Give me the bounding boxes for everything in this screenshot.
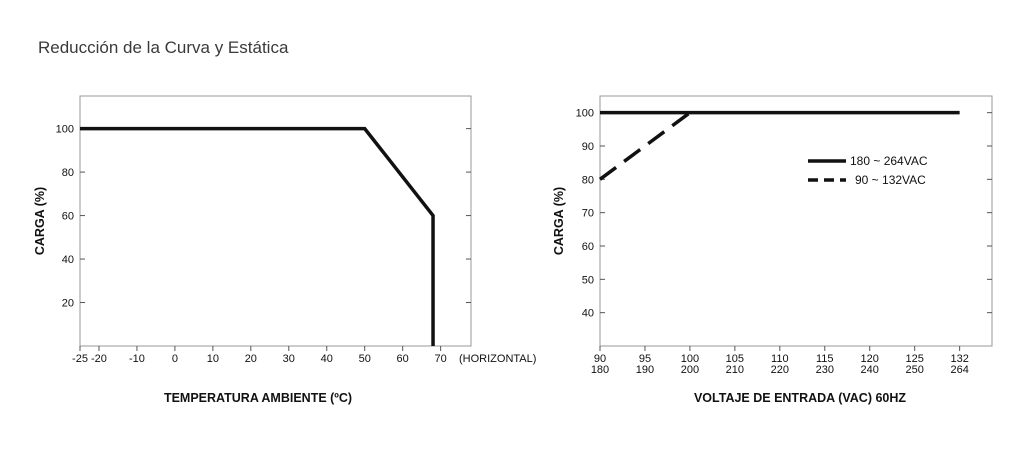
temp-x-tick-label: 40 [321,353,333,365]
temp-y-tick-label: 100 [56,124,74,136]
vac-x-tick-label-top: 90 [594,353,606,365]
page-title: Reducción de la Curva y Estática [38,38,289,57]
temp-x-tick-label: 70 [435,353,447,365]
temp-y-tick-label: 20 [62,298,74,310]
temp-x-tick-label: -25 [72,353,88,365]
vac-y-tick-label: 50 [582,274,594,286]
vac-y-tick-label: 60 [582,241,594,253]
vac-y-tick-label: 40 [582,308,594,320]
vac-x-tick-label-bottom: 180 [591,364,609,376]
vac-plot-frame [599,95,993,347]
temp-x-tick-label: 0 [172,353,178,365]
vac-legend-label: 180 ~ 264VAC [850,154,928,168]
vac-x-tick-label-bottom: 264 [950,364,968,376]
vac-x-tick-label-top: 105 [726,353,744,365]
temp-y-axis-title: CARGA (%) [33,187,47,255]
temp-x-tick-label: -10 [129,353,145,365]
vac-x-tick-label-top: 132 [950,353,968,365]
vac-x-tick-label-bottom: 230 [816,364,834,376]
vac-y-tick-label: 70 [582,208,594,220]
temp-x-tick-label: 60 [397,353,409,365]
vac-y-tick-label: 100 [576,108,594,120]
temp-series-line-solid [80,126,435,346]
vac-x-tick-label-top: 125 [905,353,923,365]
vac-series-line-dashed [598,111,691,181]
temp-y-tick-label: 60 [62,211,74,223]
temp-x-tick-label: -20 [91,353,107,365]
vac-x-axis-title: VOLTAJE DE ENTRADA (VAC) 60HZ [694,391,906,405]
temp-x-axis-title: TEMPERATURA AMBIENTE (ºC) [164,391,352,405]
vac-x-tick-label-bottom: 220 [771,364,789,376]
vac-x-tick-label-top: 115 [816,353,834,365]
temp-x-tick-label: 50 [359,353,371,365]
temp-x-tick-label: 20 [245,353,257,365]
vac-x-tick-label-top: 110 [771,353,789,365]
vac-x-tick-label-bottom: 210 [726,364,744,376]
temp-x-tick-label: 10 [207,353,219,365]
vac-y-axis-title: CARGA (%) [552,187,566,255]
temp-x-tick-label: 30 [283,353,295,365]
vac-x-tick-label-bottom: 250 [905,364,923,376]
temp-y-tick-label: 80 [62,167,74,179]
vac-legend-label: 90 ~ 132VAC [855,173,926,187]
vac-x-tick-label-bottom: 190 [636,364,654,376]
vac-x-tick-label-bottom: 200 [681,364,699,376]
vac-y-tick-label: 90 [582,141,594,153]
vac-y-tick-label: 80 [582,174,594,186]
vac-x-tick-label-bottom: 240 [861,364,879,376]
vac-x-tick-label-top: 95 [639,353,651,365]
temp-x-extra-label: (HORIZONTAL) [459,353,536,365]
temp-plot-frame [79,95,472,347]
vac-x-tick-label-top: 100 [681,353,699,365]
temp-y-tick-label: 40 [62,254,74,266]
vac-x-tick-label-top: 120 [861,353,879,365]
